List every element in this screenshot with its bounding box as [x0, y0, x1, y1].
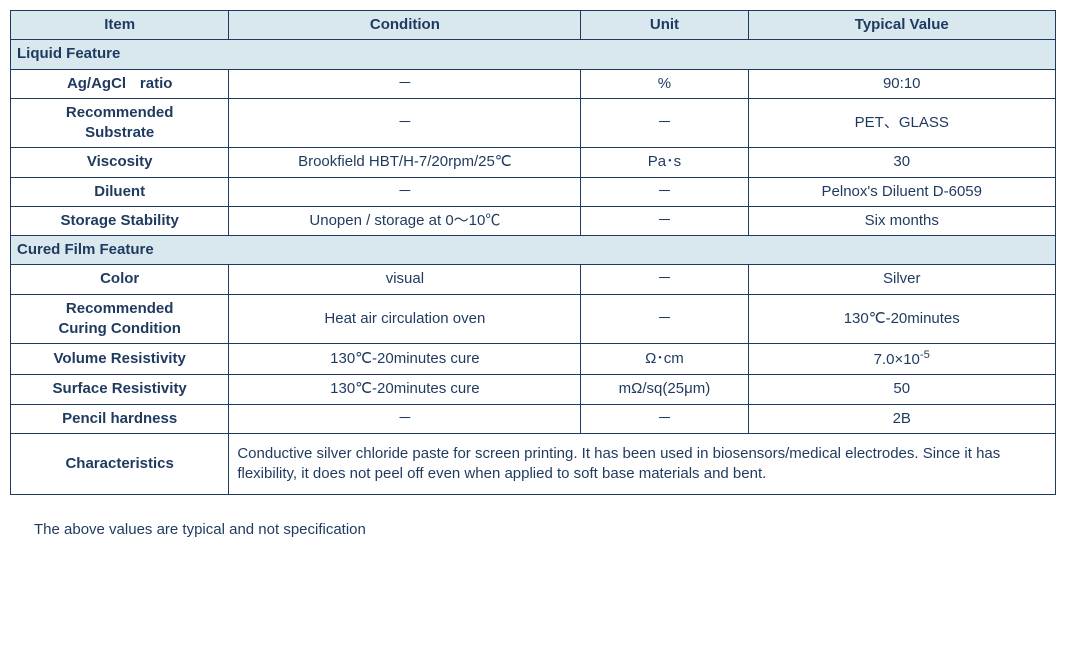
row-unit: Pa･s — [581, 148, 748, 177]
section-row: Liquid Feature — [11, 40, 1056, 69]
spec-table: Item Condition Unit Typical Value Liquid… — [10, 10, 1056, 495]
row-unit: Ω･cm — [581, 344, 748, 375]
row-item: Color — [11, 265, 229, 294]
row-value: 130℃-20minutes — [748, 294, 1056, 344]
characteristics-label: Characteristics — [11, 433, 229, 495]
row-unit: － — [581, 404, 748, 433]
table-row: Volume Resistivity 130℃-20minutes cure Ω… — [11, 344, 1056, 375]
table-row: Recommended Curing Condition Heat air ci… — [11, 294, 1056, 344]
table-row: Diluent － － Pelnox's Diluent D-6059 — [11, 177, 1056, 206]
row-condition: Heat air circulation oven — [229, 294, 581, 344]
row-condition: Unopen / storage at 0～10℃ — [229, 206, 581, 235]
row-condition: － — [229, 177, 581, 206]
row-value: Pelnox's Diluent D-6059 — [748, 177, 1056, 206]
row-unit: － — [581, 206, 748, 235]
row-item: Storage Stability — [11, 206, 229, 235]
row-condition: － — [229, 69, 581, 98]
characteristics-text: Conductive silver chloride paste for scr… — [229, 433, 1056, 495]
row-item: Surface Resistivity — [11, 375, 229, 404]
row-item: Volume Resistivity — [11, 344, 229, 375]
row-item: Viscosity — [11, 148, 229, 177]
row-unit: － — [581, 177, 748, 206]
item-line1: Recommended — [66, 300, 174, 317]
row-value: 30 — [748, 148, 1056, 177]
table-row: Color visual － Silver — [11, 265, 1056, 294]
row-item: Diluent — [11, 177, 229, 206]
row-item: Pencil hardness — [11, 404, 229, 433]
row-condition: － — [229, 404, 581, 433]
row-value: Silver — [748, 265, 1056, 294]
section-title-cured: Cured Film Feature — [11, 236, 1056, 265]
col-header-unit: Unit — [581, 11, 748, 40]
row-item: Ag/AgClㅤratio — [11, 69, 229, 98]
row-unit: % — [581, 69, 748, 98]
table-row: Surface Resistivity 130℃-20minutes cure … — [11, 375, 1056, 404]
table-row: Pencil hardness － － 2B — [11, 404, 1056, 433]
header-row: Item Condition Unit Typical Value — [11, 11, 1056, 40]
row-condition: 130℃-20minutes cure — [229, 344, 581, 375]
row-unit: mΩ/sq(25μm) — [581, 375, 748, 404]
row-unit: － — [581, 98, 748, 148]
table-row: Viscosity Brookfield HBT/H-7/20rpm/25℃ P… — [11, 148, 1056, 177]
row-unit: － — [581, 265, 748, 294]
table-row: Storage Stability Unopen / storage at 0～… — [11, 206, 1056, 235]
row-value: 50 — [748, 375, 1056, 404]
row-condition: 130℃-20minutes cure — [229, 375, 581, 404]
row-item: Recommended Curing Condition — [11, 294, 229, 344]
row-value: Six months — [748, 206, 1056, 235]
section-title-liquid: Liquid Feature — [11, 40, 1056, 69]
row-value: PET、GLASS — [748, 98, 1056, 148]
table-row: Recommended Substrate － － PET、GLASS — [11, 98, 1056, 148]
item-line2: Curing Condition — [58, 320, 180, 337]
row-condition: Brookfield HBT/H-7/20rpm/25℃ — [229, 148, 581, 177]
row-condition: visual — [229, 265, 581, 294]
row-value: 7.0×10-5 — [748, 344, 1056, 375]
row-value: 90:10 — [748, 69, 1056, 98]
item-line2: Substrate — [85, 124, 154, 141]
section-row: Cured Film Feature — [11, 236, 1056, 265]
row-condition: － — [229, 98, 581, 148]
characteristics-row: Characteristics Conductive silver chlori… — [11, 433, 1056, 495]
footnote-text: The above values are typical and not spe… — [34, 521, 1056, 538]
col-header-condition: Condition — [229, 11, 581, 40]
row-unit: － — [581, 294, 748, 344]
col-header-item: Item — [11, 11, 229, 40]
item-line1: Recommended — [66, 104, 174, 121]
table-row: Ag/AgClㅤratio － % 90:10 — [11, 69, 1056, 98]
row-value: 2B — [748, 404, 1056, 433]
row-item: Recommended Substrate — [11, 98, 229, 148]
col-header-value: Typical Value — [748, 11, 1056, 40]
